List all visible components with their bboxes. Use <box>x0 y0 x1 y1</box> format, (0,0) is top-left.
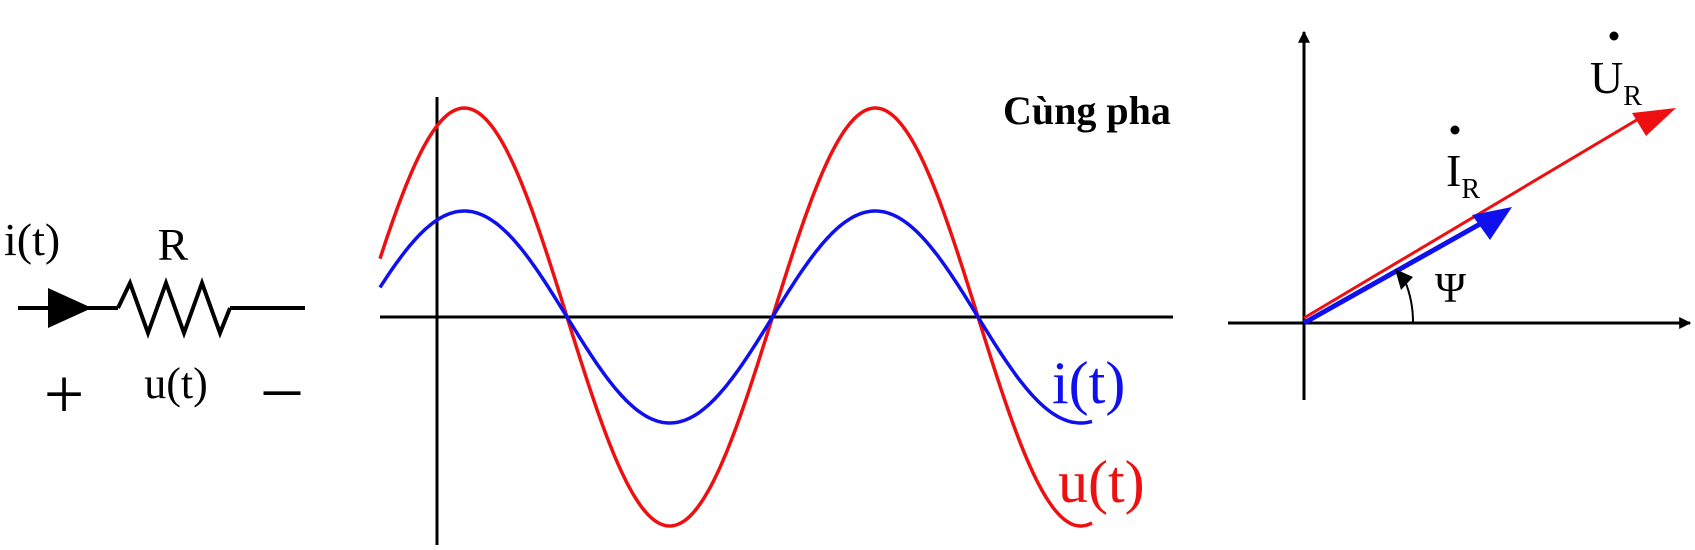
waveform-voltage-label: u(t) <box>1058 449 1145 515</box>
plus-sign: + <box>44 354 85 434</box>
circuit-voltage-label: u(t) <box>144 359 208 408</box>
current-phasor-letter: I <box>1446 145 1461 196</box>
angle-arrowhead-icon <box>1395 269 1413 290</box>
phase-label: Cùng pha <box>1003 88 1171 133</box>
current-phasor-dot-icon <box>1450 125 1460 135</box>
current-phasor-subscript: R <box>1461 174 1480 205</box>
current-phasor <box>1302 221 1482 326</box>
current-waveform <box>378 209 1093 425</box>
resistor-label: R <box>158 219 189 270</box>
current-phasor-label: IR <box>1446 145 1480 205</box>
resistor-circuit: i(t) R u(t) + – <box>4 214 305 434</box>
voltage-phasor-arrowhead-icon <box>1632 108 1676 136</box>
current-phasor-arrowhead-icon <box>1472 207 1512 240</box>
current-arrow-icon <box>48 288 92 328</box>
voltage-phasor-subscript: R <box>1623 81 1642 112</box>
voltage-phasor-label: UR <box>1590 52 1642 112</box>
voltage-phasor-dot-icon <box>1609 31 1619 41</box>
angle-arc <box>1404 280 1415 324</box>
voltage-phasor-letter: U <box>1590 52 1623 103</box>
waveform-plot: Cùng pha i(t) u(t) <box>378 88 1173 545</box>
voltage-phasor <box>1303 116 1641 320</box>
voltage-waveform <box>378 106 1093 528</box>
angle-label: Ψ <box>1435 266 1466 312</box>
minus-sign: – <box>263 346 301 426</box>
phasor-diagram: Ψ UR IR <box>1228 30 1692 400</box>
circuit-current-label: i(t) <box>4 214 60 265</box>
waveform-current-label: i(t) <box>1052 350 1125 416</box>
resistor-zigzag-icon <box>116 277 232 339</box>
